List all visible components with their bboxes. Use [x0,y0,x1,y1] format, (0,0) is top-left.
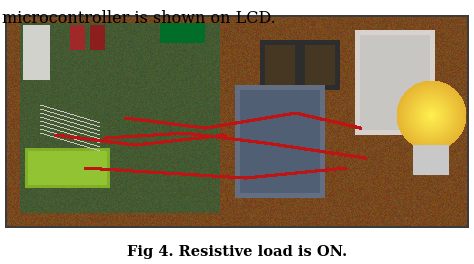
Text: microcontroller is shown on LCD.: microcontroller is shown on LCD. [2,10,276,27]
Text: Fig 4. Resistive load is ON.: Fig 4. Resistive load is ON. [127,245,347,259]
